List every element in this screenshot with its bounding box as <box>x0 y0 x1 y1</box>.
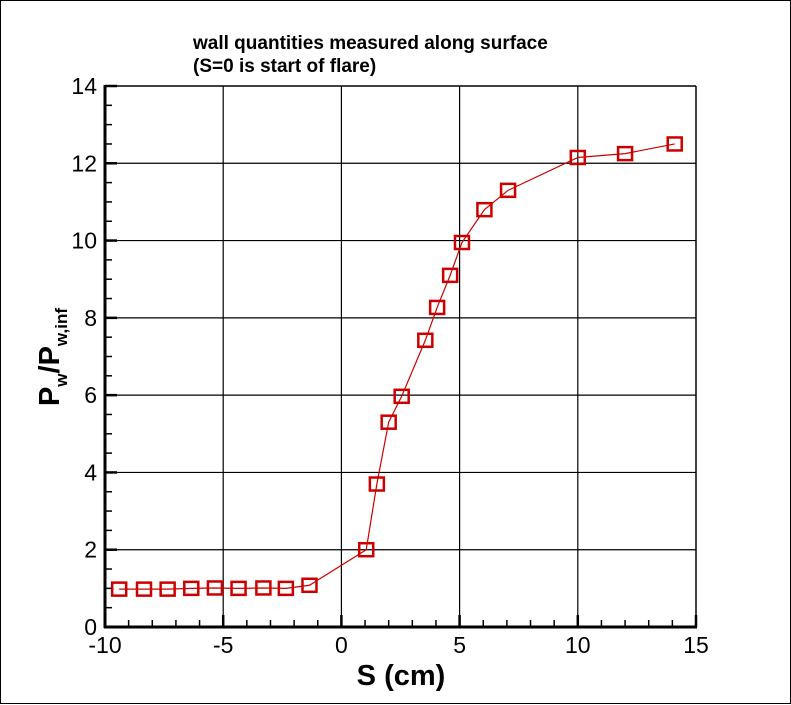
x-tick-label: 10 <box>565 632 591 658</box>
y-tick-label: 8 <box>84 305 97 331</box>
square-marker <box>569 149 587 166</box>
y-tick-label: 4 <box>84 459 97 485</box>
chart-title: wall quantities measured along surface <box>192 33 548 54</box>
square-marker <box>428 299 446 316</box>
series-line <box>119 143 675 590</box>
square-marker <box>110 581 128 597</box>
square-marker <box>393 388 410 405</box>
square-marker <box>499 182 517 199</box>
square-marker <box>183 580 200 597</box>
square-marker <box>476 201 493 218</box>
y-label-sub1: w <box>52 373 71 388</box>
svg-text:Pw/Pw,inf: Pw/Pw,inf <box>34 308 71 406</box>
y-label-p: P <box>34 387 66 406</box>
square-marker <box>277 580 295 597</box>
x-axis-label: S (cm) <box>357 660 446 692</box>
square-marker <box>135 581 153 597</box>
square-marker <box>255 580 272 596</box>
x-tick-label: 0 <box>335 632 348 658</box>
square-marker <box>230 580 247 597</box>
y-tick-label: 2 <box>84 537 97 563</box>
square-marker <box>441 267 459 284</box>
square-marker <box>453 234 471 251</box>
y-tick-label: 10 <box>71 228 97 254</box>
square-marker <box>666 136 683 152</box>
x-tick-label: 15 <box>683 632 709 658</box>
grid-lines <box>105 86 696 627</box>
square-marker <box>368 476 386 492</box>
y-tick-label: 0 <box>84 614 97 640</box>
y-axis-label: Pw/Pw,inf <box>34 308 71 406</box>
data-series <box>110 136 683 597</box>
square-marker <box>301 577 318 594</box>
square-marker <box>206 580 224 596</box>
x-tick-label: -5 <box>213 632 233 658</box>
x-tick-label: 5 <box>453 632 466 658</box>
chart-subtitle: (S=0 is start of flare) <box>193 56 376 77</box>
square-marker <box>380 414 397 430</box>
y-tick-label: 6 <box>84 382 97 408</box>
y-tick-label: 12 <box>71 150 97 176</box>
square-marker <box>616 145 634 162</box>
square-marker <box>357 541 375 558</box>
square-marker <box>417 332 434 349</box>
y-tick-label: 14 <box>71 73 97 99</box>
square-marker <box>159 581 176 597</box>
axes: -10 -5 0 5 10 15 0 2 4 6 8 10 12 14 <box>71 73 708 658</box>
x-tick-label: -10 <box>88 632 121 658</box>
y-label-sub2: w,inf <box>52 308 71 347</box>
y-label-slash: /P <box>34 346 66 373</box>
